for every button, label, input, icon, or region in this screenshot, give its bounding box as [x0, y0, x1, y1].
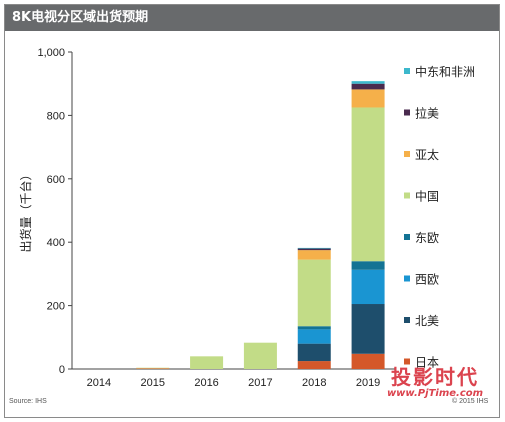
y-tick-label: 200 — [47, 301, 65, 313]
legend-swatch — [404, 275, 410, 282]
x-tick-label: 2018 — [302, 377, 326, 389]
bar-segment — [351, 83, 385, 90]
chart-title: 8K电视分区域出货预期 — [5, 5, 499, 31]
copyright-note: © 2015 IHS — [452, 398, 489, 405]
bar-segment — [190, 356, 224, 369]
x-tick-label: 2017 — [248, 377, 272, 389]
legend-swatch — [404, 234, 410, 240]
legend-swatch — [404, 358, 410, 365]
bar-segment — [297, 343, 331, 362]
legend-swatch — [404, 192, 410, 199]
y-tick-label: 600 — [47, 174, 65, 186]
bar-segment — [297, 248, 331, 251]
y-tick-label: 0 — [59, 364, 65, 376]
axes: 0 200 400 600 800 1,000 出货量（千台） 2014 2015 2016 201… — [18, 47, 395, 389]
bar-segment — [297, 329, 331, 344]
legend-label: 亚太 — [415, 147, 439, 162]
watermark-logo: 投影时代 www.PjTime.com — [370, 366, 500, 400]
legend-label: 拉美 — [415, 106, 439, 121]
bars — [136, 81, 385, 369]
legend-label: 日本 — [415, 356, 439, 370]
bar-segment — [351, 353, 385, 369]
x-tick-label: 2019 — [356, 377, 380, 389]
x-tick-label: 2016 — [194, 377, 218, 389]
bar-segment — [136, 368, 170, 369]
legend-label: 中国 — [415, 189, 439, 204]
x-tick-label: 2015 — [141, 377, 165, 389]
bar-segment — [351, 304, 385, 354]
bar-segment — [243, 342, 277, 369]
bar-segment — [351, 81, 385, 84]
legend-label: 北美 — [415, 314, 439, 328]
legend-swatch — [404, 68, 410, 74]
x-tick-label: 2014 — [87, 377, 111, 389]
watermark-text: 投影时代 — [391, 365, 479, 389]
legend-swatch — [404, 151, 410, 157]
bar-segment — [297, 250, 331, 260]
legend-label: 中东和非洲 — [415, 64, 475, 79]
bar-segment — [297, 326, 331, 330]
y-tick-label: 800 — [47, 110, 65, 122]
bar-segment — [297, 247, 331, 249]
source-note: Source: IHS — [9, 398, 47, 405]
bar-segment — [351, 261, 385, 270]
y-tick-label: 400 — [47, 237, 65, 249]
legend-label: 西欧 — [415, 273, 439, 287]
bar-segment — [351, 107, 385, 262]
bar-segment — [297, 259, 331, 327]
bar-segment — [351, 89, 385, 108]
bar-segment — [297, 361, 331, 369]
bar-segment — [351, 269, 385, 305]
legend-swatch — [404, 109, 410, 116]
y-axis-title: 出货量（千台） — [18, 168, 33, 252]
legend-label: 东欧 — [415, 231, 439, 245]
y-tick-label: 1,000 — [37, 47, 65, 59]
bar-segment — [136, 367, 170, 369]
legend-swatch — [404, 317, 410, 323]
watermark-url: www.PjTime.com — [386, 388, 484, 399]
